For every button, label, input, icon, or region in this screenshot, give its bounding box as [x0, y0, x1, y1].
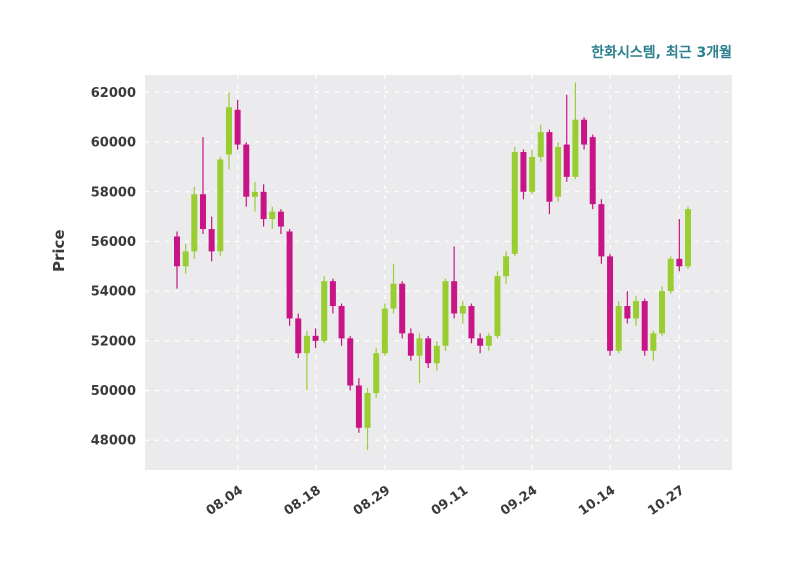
candle-body-down — [581, 119, 588, 145]
candle-body-down — [338, 306, 345, 339]
candle-body-up — [572, 119, 579, 177]
y-tick-label: 52000 — [91, 334, 136, 349]
x-tick-label: 08.18 — [282, 483, 324, 519]
candle-body-down — [355, 385, 362, 428]
candle-body-up — [225, 107, 232, 155]
x-tick-label: 10.27 — [645, 483, 687, 519]
x-tick-label: 10.14 — [576, 483, 618, 519]
candle-body-down — [312, 335, 319, 341]
candle-body-down — [199, 194, 206, 230]
candle-body-up — [269, 211, 276, 220]
candle-body-up — [650, 333, 657, 351]
candle-body-down — [329, 281, 336, 307]
candle-body-up — [433, 345, 440, 364]
candle-body-down — [598, 204, 605, 257]
y-tick-label: 54000 — [91, 285, 136, 300]
candle-body-down — [624, 306, 631, 319]
candle-body-down — [520, 152, 527, 192]
plot-area — [145, 75, 732, 470]
candle-body-down — [174, 236, 180, 267]
candle-body-up — [416, 338, 423, 356]
candle-body-up — [685, 209, 691, 267]
candle-body-down — [347, 338, 354, 386]
candle-body-up — [529, 156, 536, 192]
candle-body-up — [381, 308, 388, 354]
candle-body-down — [607, 256, 614, 351]
candle-body-down — [676, 258, 683, 267]
candle-body-up — [251, 191, 258, 197]
candle-body-up — [364, 392, 371, 428]
candle-body-up — [182, 251, 189, 267]
candle-body-down — [234, 109, 241, 145]
x-tick-label: 08.29 — [351, 483, 393, 519]
candle-body-down — [243, 144, 250, 197]
candle-body-down — [477, 338, 484, 346]
candle-body-up — [191, 194, 198, 252]
candle-body-down — [468, 306, 475, 339]
candle-body-down — [546, 132, 553, 202]
candle-body-up — [217, 159, 224, 252]
candle-body-down — [208, 229, 215, 252]
candle-body-down — [563, 144, 570, 177]
candle-body-up — [503, 256, 510, 277]
candle-body-up — [321, 281, 328, 341]
candle-body-up — [615, 306, 622, 351]
candle-body-down — [425, 338, 432, 364]
candle-body-up — [555, 147, 562, 197]
candle-body-up — [442, 281, 449, 346]
y-tick-label: 60000 — [91, 136, 136, 151]
candle-body-up — [459, 306, 466, 314]
candle-body-up — [494, 276, 501, 336]
chart-title: 한화시스템, 최근 3개월 — [591, 45, 732, 61]
y-tick-label: 48000 — [91, 434, 136, 449]
candle-body-down — [277, 211, 284, 227]
candle-body-up — [390, 283, 397, 309]
candle-body-up — [667, 258, 674, 292]
y-tick-label: 50000 — [91, 384, 136, 399]
candle-body-up — [511, 152, 518, 254]
y-tick-label: 58000 — [91, 185, 136, 200]
x-tick-label: 09.24 — [498, 483, 540, 519]
y-tick-label: 56000 — [91, 235, 136, 250]
candle-body-up — [373, 353, 380, 393]
y-axis-title: Price — [50, 229, 68, 272]
x-tick-label: 09.11 — [429, 483, 471, 519]
candle-body-down — [295, 318, 302, 354]
y-tick-label: 62000 — [91, 86, 136, 101]
candle-body-down — [589, 137, 596, 205]
candle-body-up — [659, 291, 666, 334]
candle-body-down — [260, 191, 267, 220]
candle-body-up — [537, 132, 544, 157]
candle-body-down — [399, 283, 406, 334]
candle-body-down — [286, 231, 293, 319]
candle-body-down — [407, 333, 414, 356]
candle-body-up — [485, 335, 492, 346]
candle-body-down — [451, 281, 458, 314]
x-tick-label: 08.04 — [204, 483, 246, 519]
candle-body-up — [303, 335, 310, 354]
candle-body-up — [633, 301, 640, 319]
candle-body-down — [641, 301, 648, 351]
